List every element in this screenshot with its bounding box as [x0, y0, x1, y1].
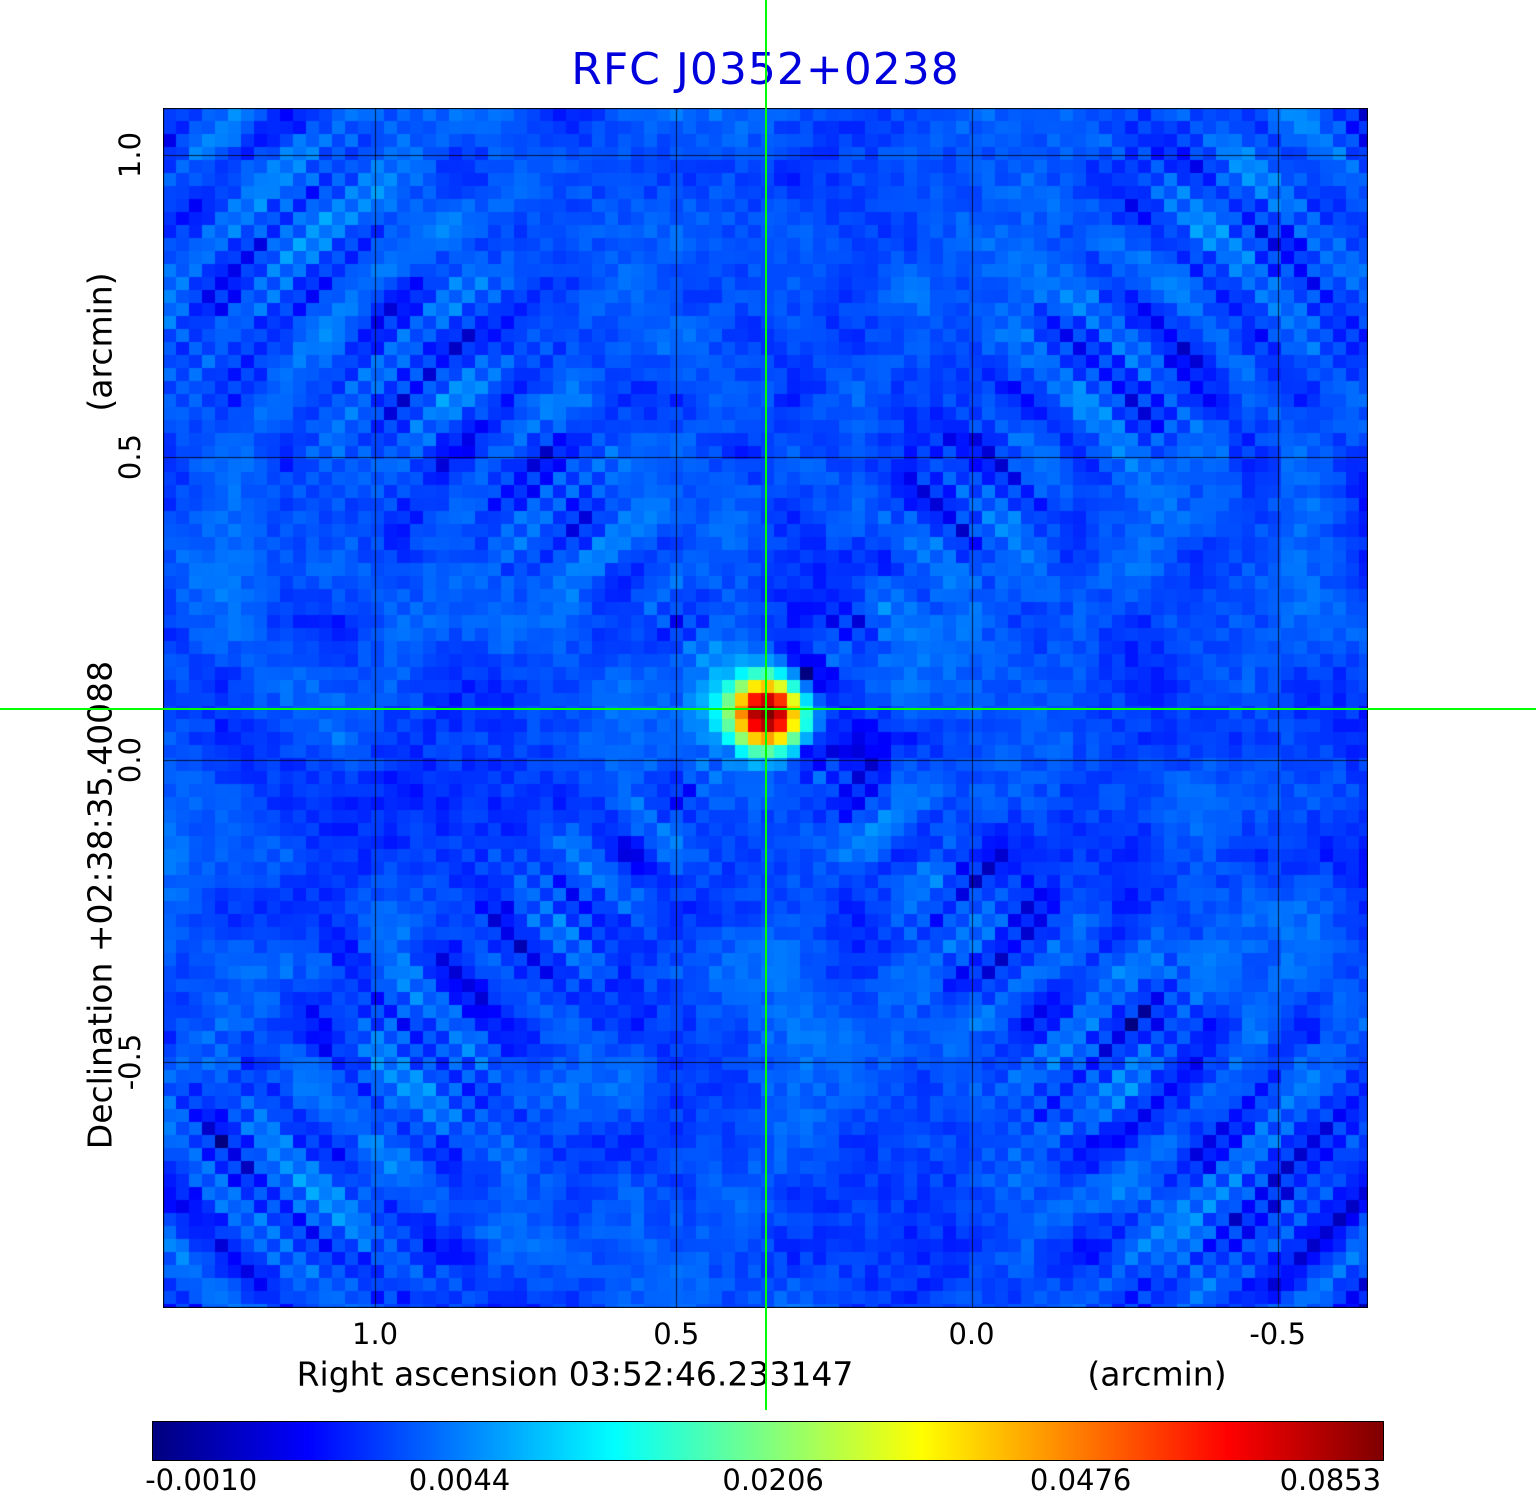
x-tick-label: 1.0 — [352, 1317, 399, 1351]
y-tick-label: -0.5 — [113, 1033, 147, 1091]
colorbar-tick-label: 0.0853 — [1279, 1463, 1382, 1497]
x-axis-label: Right ascension 03:52:46.233147 — [296, 1354, 854, 1394]
x-tick-label: 0.5 — [653, 1317, 700, 1351]
colorbar-tick-label: 0.0206 — [722, 1463, 824, 1497]
colorbar-tick-label: 0.0044 — [408, 1463, 511, 1497]
x-tick-label: 0.0 — [948, 1317, 995, 1351]
crosshair-vertical-line — [764, 0, 767, 1410]
y-tick-label: 0.0 — [113, 736, 147, 783]
x-tick-label: -0.5 — [1249, 1317, 1306, 1351]
colorbar-tick-label: 0.0476 — [1029, 1463, 1132, 1497]
y-tick-label: 0.5 — [113, 434, 147, 481]
crosshair-horizontal-line — [0, 708, 1536, 711]
y-axis-unit-label: (arcmin) — [80, 272, 120, 412]
colorbar-gradient — [152, 1421, 1384, 1461]
colorbar-tick-label: -0.0010 — [145, 1463, 258, 1497]
x-axis-unit-label: (arcmin) — [1087, 1354, 1227, 1394]
y-tick-label: 1.0 — [113, 131, 147, 178]
